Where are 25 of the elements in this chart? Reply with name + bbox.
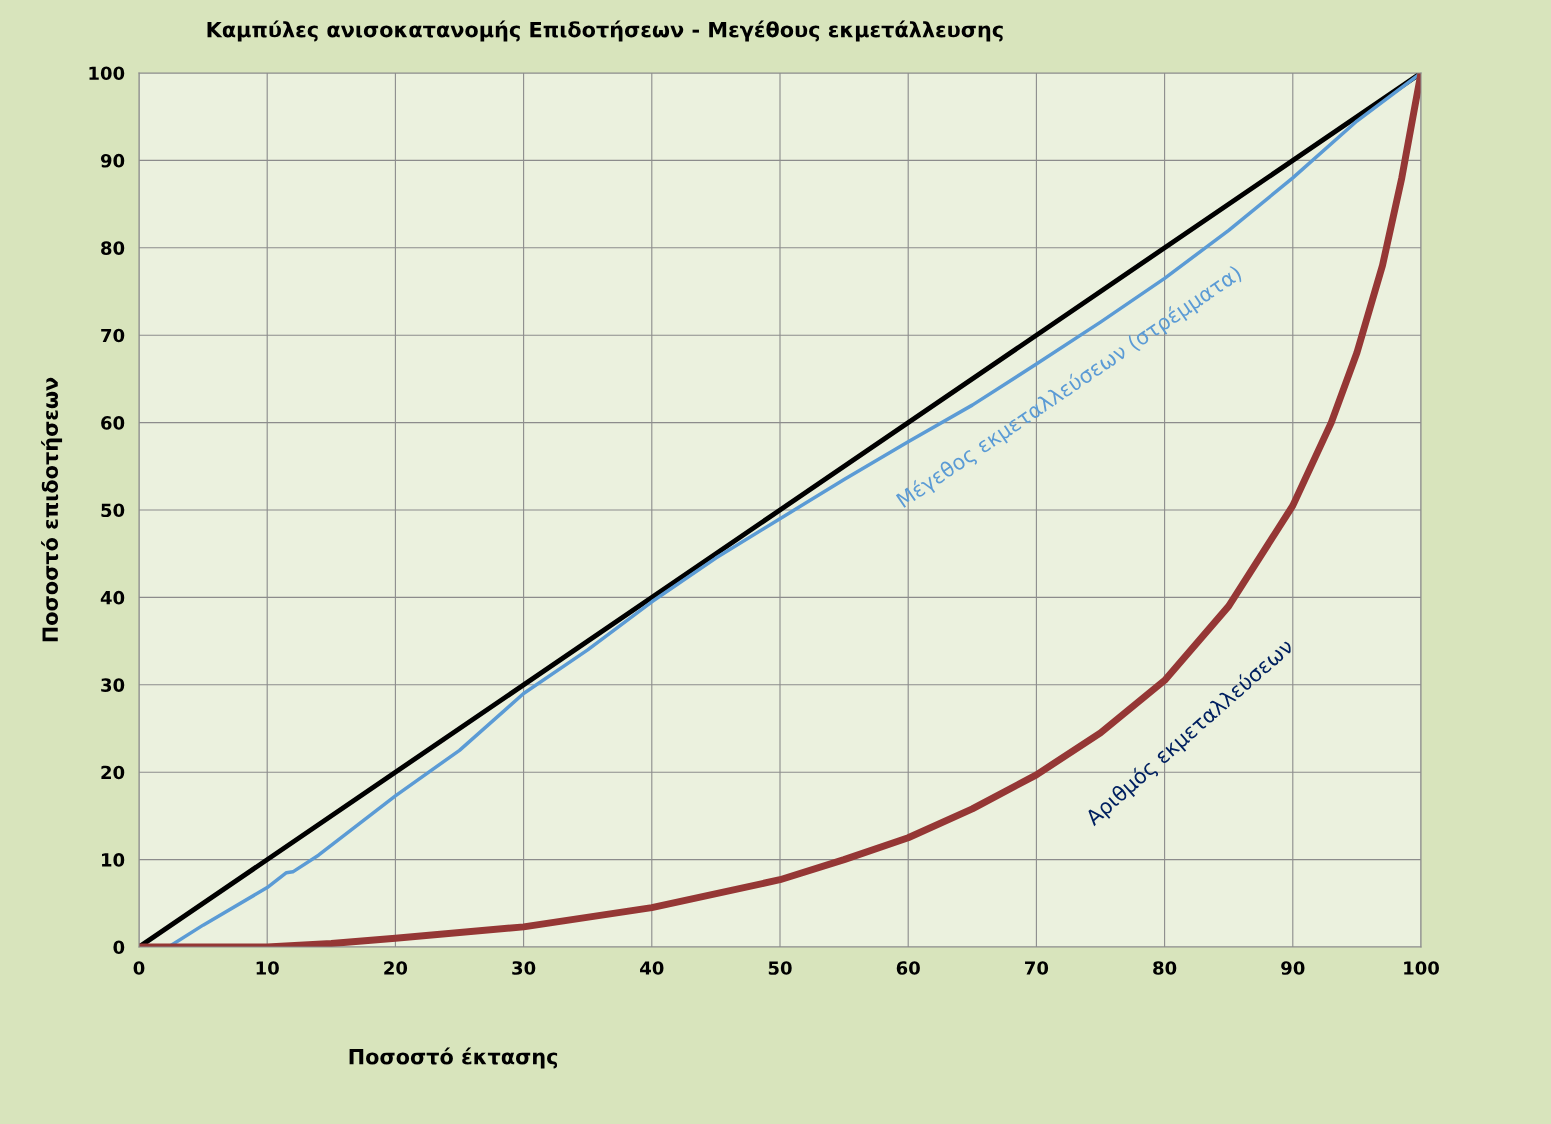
x-tick-label: 50 xyxy=(768,961,792,975)
y-tick-label: 40 xyxy=(100,590,125,605)
x-tick-label: 30 xyxy=(512,961,536,975)
y-tick-label: 70 xyxy=(101,328,125,343)
y-tick-label: 80 xyxy=(101,241,125,255)
y-axis-title: Ποσοστό επιδοτήσεων xyxy=(41,377,63,642)
x-tick-label: 40 xyxy=(640,961,664,975)
x-axis-title: Ποσοστό έκτασης xyxy=(349,1047,558,1069)
y-tick-label: 60 xyxy=(101,416,125,430)
x-tick-label: 90 xyxy=(1281,961,1305,975)
y-tick-label: 0 xyxy=(113,940,125,955)
x-tick-label: 0 xyxy=(133,961,145,975)
x-tick-label: 100 xyxy=(1404,961,1439,975)
x-tick-label: 20 xyxy=(384,961,408,975)
x-tick-label: 10 xyxy=(256,961,279,975)
y-tick-label: 20 xyxy=(101,765,125,780)
x-tick-label: 60 xyxy=(896,961,920,975)
y-tick-label: 30 xyxy=(101,678,125,692)
y-tick-label: 100 xyxy=(89,66,125,81)
chart-title: Καμπύλες ανισοκατανομής Επιδοτήσεων - Μεγέθους εκμετάλλευσης xyxy=(207,20,1003,42)
y-tick-label: 90 xyxy=(100,153,125,168)
y-tick-label: 50 xyxy=(101,503,125,518)
x-tick-label: 70 xyxy=(1025,961,1049,975)
x-tick-label: 80 xyxy=(1153,961,1177,975)
y-tick-label: 10 xyxy=(102,853,125,867)
